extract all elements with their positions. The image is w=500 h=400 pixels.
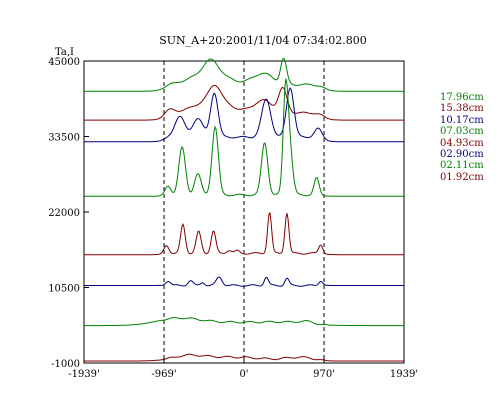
series-line-02.11cm — [84, 317, 404, 327]
series-line-17.96cm — [84, 57, 404, 92]
x-ticks: -1939' -969' 0' 970' 1939' — [68, 358, 418, 380]
x-tick-label: 0' — [239, 369, 248, 380]
dashed-lines — [163, 61, 325, 363]
x-tick-label: 1939' — [390, 369, 418, 380]
series-line-15.38cm — [84, 84, 404, 121]
legend-item: 07.03cm — [440, 126, 484, 138]
y-tick-label: -1000 — [51, 359, 80, 370]
legend-item: 02.11cm — [440, 160, 484, 172]
legend-item: 15.38cm — [440, 103, 484, 115]
x-tick-label: -1939' — [68, 369, 100, 380]
series-line-01.92cm — [84, 353, 404, 362]
x-tick-label: -969' — [151, 369, 176, 380]
chart-title: SUN_A+20:2001/11/04 07:34:02.800 — [159, 34, 367, 47]
legend-item: 01.92cm — [440, 171, 484, 183]
y-ticks: 45000 33500 22000 10500 -1000 — [48, 57, 89, 370]
series-line-07.03cm — [84, 78, 404, 197]
legend-item: 17.96cm — [440, 92, 484, 103]
series-line-02.90cm — [84, 276, 404, 287]
legend-item: 04.93cm — [440, 137, 484, 149]
y-tick-label: 45000 — [48, 57, 80, 68]
series-lines — [84, 57, 404, 362]
y-axis-label: Ta,I — [55, 47, 74, 58]
legend-item: 10.17cm — [440, 114, 484, 126]
legend-item: 02.90cm — [440, 148, 484, 160]
y-tick-label: 22000 — [48, 208, 80, 219]
x-tick-label: 970' — [313, 369, 335, 380]
series-line-04.93cm — [84, 211, 404, 256]
series-line-10.17cm — [84, 87, 404, 143]
legend: 17.96cm 15.38cm 10.17cm 07.03cm 04.93cm 02.90… — [440, 92, 484, 183]
y-tick-label: 10500 — [48, 284, 80, 295]
y-tick-label: 33500 — [48, 133, 80, 144]
